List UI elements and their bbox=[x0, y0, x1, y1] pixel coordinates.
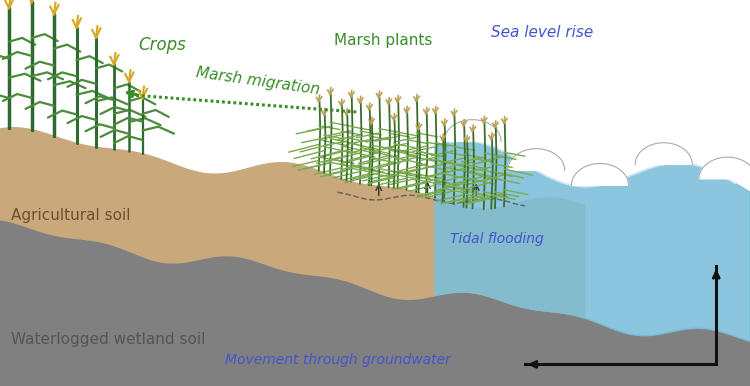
Text: Crops: Crops bbox=[139, 36, 187, 54]
Polygon shape bbox=[435, 141, 750, 341]
Polygon shape bbox=[699, 157, 750, 179]
Text: Movement through groundwater: Movement through groundwater bbox=[225, 354, 451, 367]
Polygon shape bbox=[572, 164, 628, 185]
Polygon shape bbox=[0, 220, 750, 386]
Text: Sea level rise: Sea level rise bbox=[491, 25, 593, 40]
Polygon shape bbox=[444, 120, 501, 141]
Polygon shape bbox=[0, 128, 585, 318]
Text: Marsh migration: Marsh migration bbox=[195, 65, 321, 97]
Polygon shape bbox=[635, 143, 692, 164]
Text: Marsh plants: Marsh plants bbox=[334, 33, 432, 48]
Text: Waterlogged wetland soil: Waterlogged wetland soil bbox=[11, 332, 206, 347]
Text: Agricultural soil: Agricultural soil bbox=[11, 208, 130, 223]
Polygon shape bbox=[508, 149, 565, 170]
Text: Tidal flooding: Tidal flooding bbox=[450, 232, 544, 246]
